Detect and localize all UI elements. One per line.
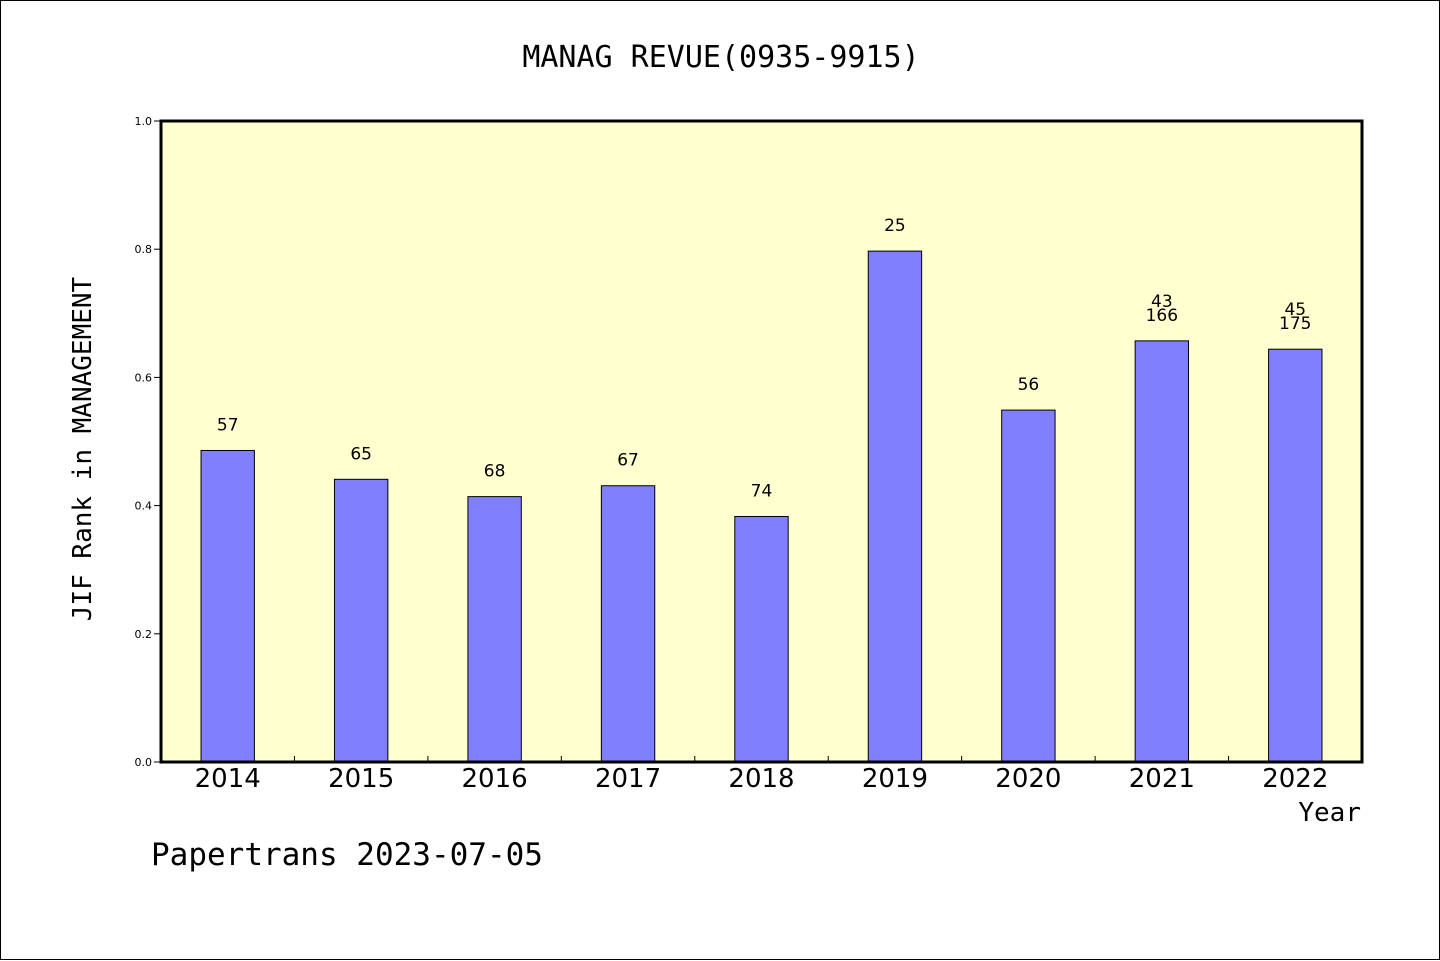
chart-title: MANAG REVUE(0935-9915) bbox=[522, 40, 919, 75]
bar-2017 bbox=[600, 485, 656, 763]
x-tick-label-2016: 2016 bbox=[462, 764, 528, 794]
bar-2019 bbox=[867, 250, 923, 763]
x-tick-label-2014: 2014 bbox=[195, 764, 261, 794]
bar-2015 bbox=[333, 478, 389, 763]
data-label-2014: 57 bbox=[217, 415, 239, 435]
bar-2022 bbox=[1268, 348, 1323, 763]
x-axis-label: Year bbox=[1298, 798, 1361, 828]
data-label-2020: 56 bbox=[1018, 375, 1040, 395]
y-axis-label: JIF Rank in MANAGEMENT bbox=[68, 276, 98, 621]
bar-2016 bbox=[467, 496, 522, 763]
x-tick-label-2022: 2022 bbox=[1262, 764, 1328, 794]
bars-group bbox=[200, 250, 1323, 763]
data-label-2017: 67 bbox=[617, 451, 639, 471]
x-tick-label-2021: 2021 bbox=[1129, 764, 1195, 794]
y-tick-label: 0.4 bbox=[135, 500, 153, 513]
data-label-2016: 68 bbox=[484, 462, 506, 482]
x-axis: 2014 2015 2016 2017 2018 2019 2020 2021 2022 bbox=[195, 756, 1328, 794]
data-label-2021: 43 bbox=[1151, 292, 1173, 312]
footer-credit: Papertrans 2023-07-05 bbox=[151, 837, 543, 873]
bar-2014 bbox=[200, 449, 255, 763]
y-axis: 0.0 0.2 0.4 0.6 0.8 1.0 bbox=[135, 115, 161, 769]
data-label-2015: 65 bbox=[350, 444, 372, 464]
data-label-2018: 74 bbox=[751, 481, 773, 501]
data-label-2019: 25 bbox=[884, 216, 906, 236]
bar-2018 bbox=[734, 515, 789, 763]
y-tick-label: 0.8 bbox=[135, 243, 153, 256]
x-tick-label-2018: 2018 bbox=[728, 764, 794, 794]
data-label-2022: 45 bbox=[1284, 300, 1306, 320]
x-tick-label-2020: 2020 bbox=[995, 764, 1061, 794]
y-tick-label: 0.2 bbox=[135, 628, 153, 641]
plot-border bbox=[159, 119, 1364, 764]
x-tick-label-2019: 2019 bbox=[862, 764, 928, 794]
y-tick-label: 0.0 bbox=[135, 756, 153, 769]
y-tick-label: 1.0 bbox=[135, 115, 153, 128]
bar-2021 bbox=[1134, 340, 1190, 763]
bar-2020 bbox=[1001, 409, 1056, 763]
y-tick-label: 0.6 bbox=[135, 371, 153, 384]
data-label-2022: 175 bbox=[1279, 314, 1311, 334]
x-tick-label-2017: 2017 bbox=[595, 764, 661, 794]
x-tick-label-2015: 2015 bbox=[328, 764, 394, 794]
data-label-2021: 166 bbox=[1146, 306, 1178, 326]
